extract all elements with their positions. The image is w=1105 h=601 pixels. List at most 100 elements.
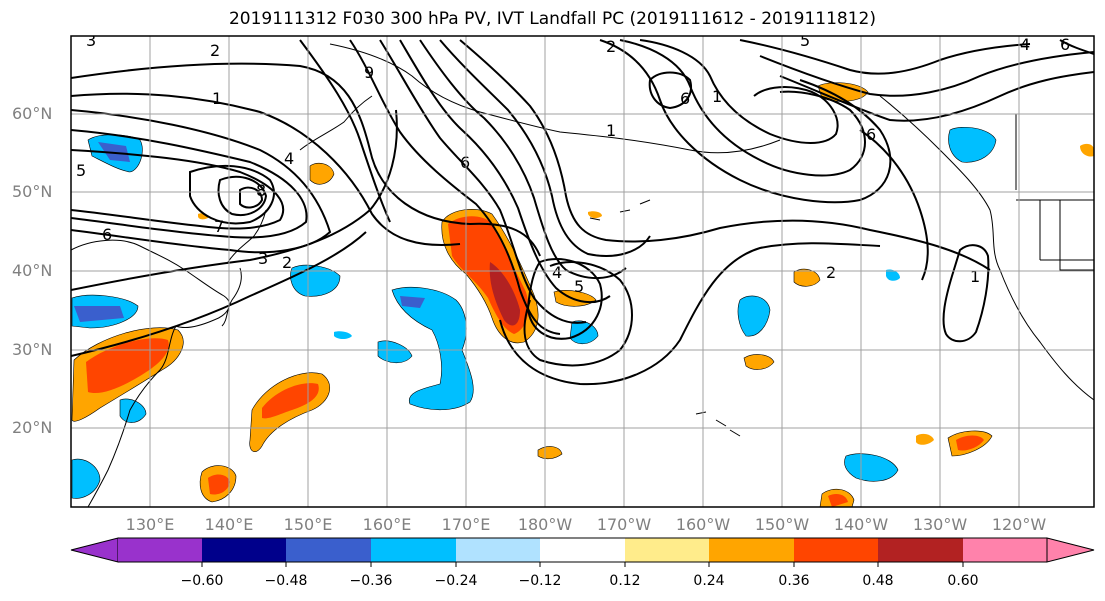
neg-anomaly-core [74, 306, 124, 322]
contour-label: 6 [866, 125, 876, 144]
contour-label: 6 [102, 225, 112, 244]
lon-label-140e: 140°E [204, 515, 254, 534]
contour-label: 2 [210, 41, 220, 60]
contour-label: 4 [552, 263, 562, 282]
pv-contour [419, 39, 627, 280]
lat-label-40n: 40°N [12, 261, 53, 280]
colorbar-segment [625, 538, 709, 562]
contour-label: 5 [76, 161, 86, 180]
pos-anomaly-core [489, 262, 520, 326]
pos-anomaly-region [588, 211, 602, 219]
colorbar-segment [709, 538, 794, 562]
colorbar-segment [456, 538, 540, 562]
pv-contour [779, 71, 1094, 122]
pv-contour [399, 39, 611, 304]
lon-label-150e: 150°E [283, 515, 333, 534]
asia-coast [71, 239, 230, 507]
lat-label-50n: 50°N [12, 182, 53, 201]
colorbar-tick-label: −0.12 [518, 573, 562, 589]
pv-contour [639, 39, 839, 144]
pv-contour [189, 164, 275, 225]
contour-label: 5 [574, 277, 584, 296]
pv-contour [299, 39, 391, 223]
pos-anomaly-region [208, 474, 230, 495]
lon-label-160w: 160°W [675, 515, 731, 534]
contour-label: 6 [1060, 35, 1070, 54]
colorbar-tick-label: −0.36 [349, 573, 393, 589]
contour-label: 8 [256, 181, 266, 200]
pv-contour [526, 258, 603, 340]
neg-anomaly-region [886, 269, 900, 281]
contour-label: 5 [800, 31, 810, 50]
north-america-coast [879, 95, 1094, 401]
colorbar-segment [794, 538, 878, 562]
pos-anomaly-region [793, 268, 821, 287]
neg-anomaly-region [948, 127, 997, 163]
contour-label: 1 [212, 89, 222, 108]
lon-label-130w: 130°W [912, 515, 968, 534]
neg-anomaly-core [400, 296, 425, 308]
contour-label: 1 [606, 121, 616, 140]
pv-contour [379, 39, 587, 324]
pos-anomaly-region [956, 435, 984, 451]
contour-label: 1 [712, 87, 722, 106]
pos-anomaly-region [1080, 143, 1094, 157]
lon-label-180w: 180°W [517, 515, 573, 534]
colorbar-segment [118, 538, 202, 562]
colorbar-tick-label: 0.60 [947, 573, 979, 589]
colorbar-tick-label: −0.24 [434, 573, 478, 589]
aleutian-islands [589, 199, 651, 221]
pv-contour [619, 39, 866, 177]
colorbar-tick-label: 0.24 [693, 573, 725, 589]
lon-label-160e: 160°E [362, 515, 412, 534]
colorbar-tick-label: 0.48 [862, 573, 894, 589]
pv-contour [459, 39, 991, 271]
pos-anomaly-region [743, 354, 775, 370]
contour-label: 6 [460, 153, 470, 172]
neg-anomaly-region [844, 453, 899, 482]
pv-contour [942, 244, 990, 343]
lat-label-20n: 20°N [12, 418, 53, 437]
lon-label-120w: 120°W [991, 515, 1047, 534]
canada-interior-border [1015, 113, 1094, 201]
contour-label: 3 [258, 249, 268, 268]
lon-label-170e: 170°E [441, 515, 491, 534]
pv-contour [499, 242, 881, 386]
colorbar-extend-high [1046, 537, 1095, 563]
neg-anomaly-region [334, 331, 352, 339]
lon-label-130e: 130°E [125, 515, 175, 534]
contour-label: 1 [970, 267, 980, 286]
pos-anomaly-region [916, 433, 934, 445]
neg-anomaly-region [71, 458, 101, 499]
neg-anomaly-region [391, 286, 474, 411]
pos-anomaly-region [828, 494, 848, 507]
colorbar-segment [286, 538, 371, 562]
lat-label-30n: 30°N [12, 340, 53, 359]
contour-label: 2 [826, 263, 836, 282]
contour-label: 9 [364, 63, 374, 82]
contour-label: 2 [282, 253, 292, 272]
pos-anomaly-region [86, 338, 169, 394]
map-frame [70, 35, 1095, 508]
colorbar-segment [202, 538, 286, 562]
pos-anomaly-region [262, 383, 319, 419]
pv-contour [71, 231, 367, 357]
pv-contours [71, 39, 1094, 386]
pv-contour [739, 39, 1031, 75]
colorbar-tick-label: 0.12 [609, 573, 641, 589]
pv-contour [859, 129, 929, 281]
lon-label-150w: 150°W [754, 515, 810, 534]
colorbar-tick-label: 0.36 [778, 573, 810, 589]
neg-anomaly-region [737, 295, 771, 337]
lon-label-140w: 140°W [833, 515, 889, 534]
neg-anomaly-region [119, 398, 147, 423]
graticule [71, 36, 1094, 507]
lat-label-60n: 60°N [12, 104, 53, 123]
lon-label-170w: 170°W [596, 515, 652, 534]
colorbar-tick-label: −0.60 [180, 573, 224, 589]
colorbar [70, 537, 1095, 567]
pv-contour [71, 149, 285, 230]
pv-contour [648, 71, 692, 110]
colorbar-extend-low [70, 537, 119, 563]
